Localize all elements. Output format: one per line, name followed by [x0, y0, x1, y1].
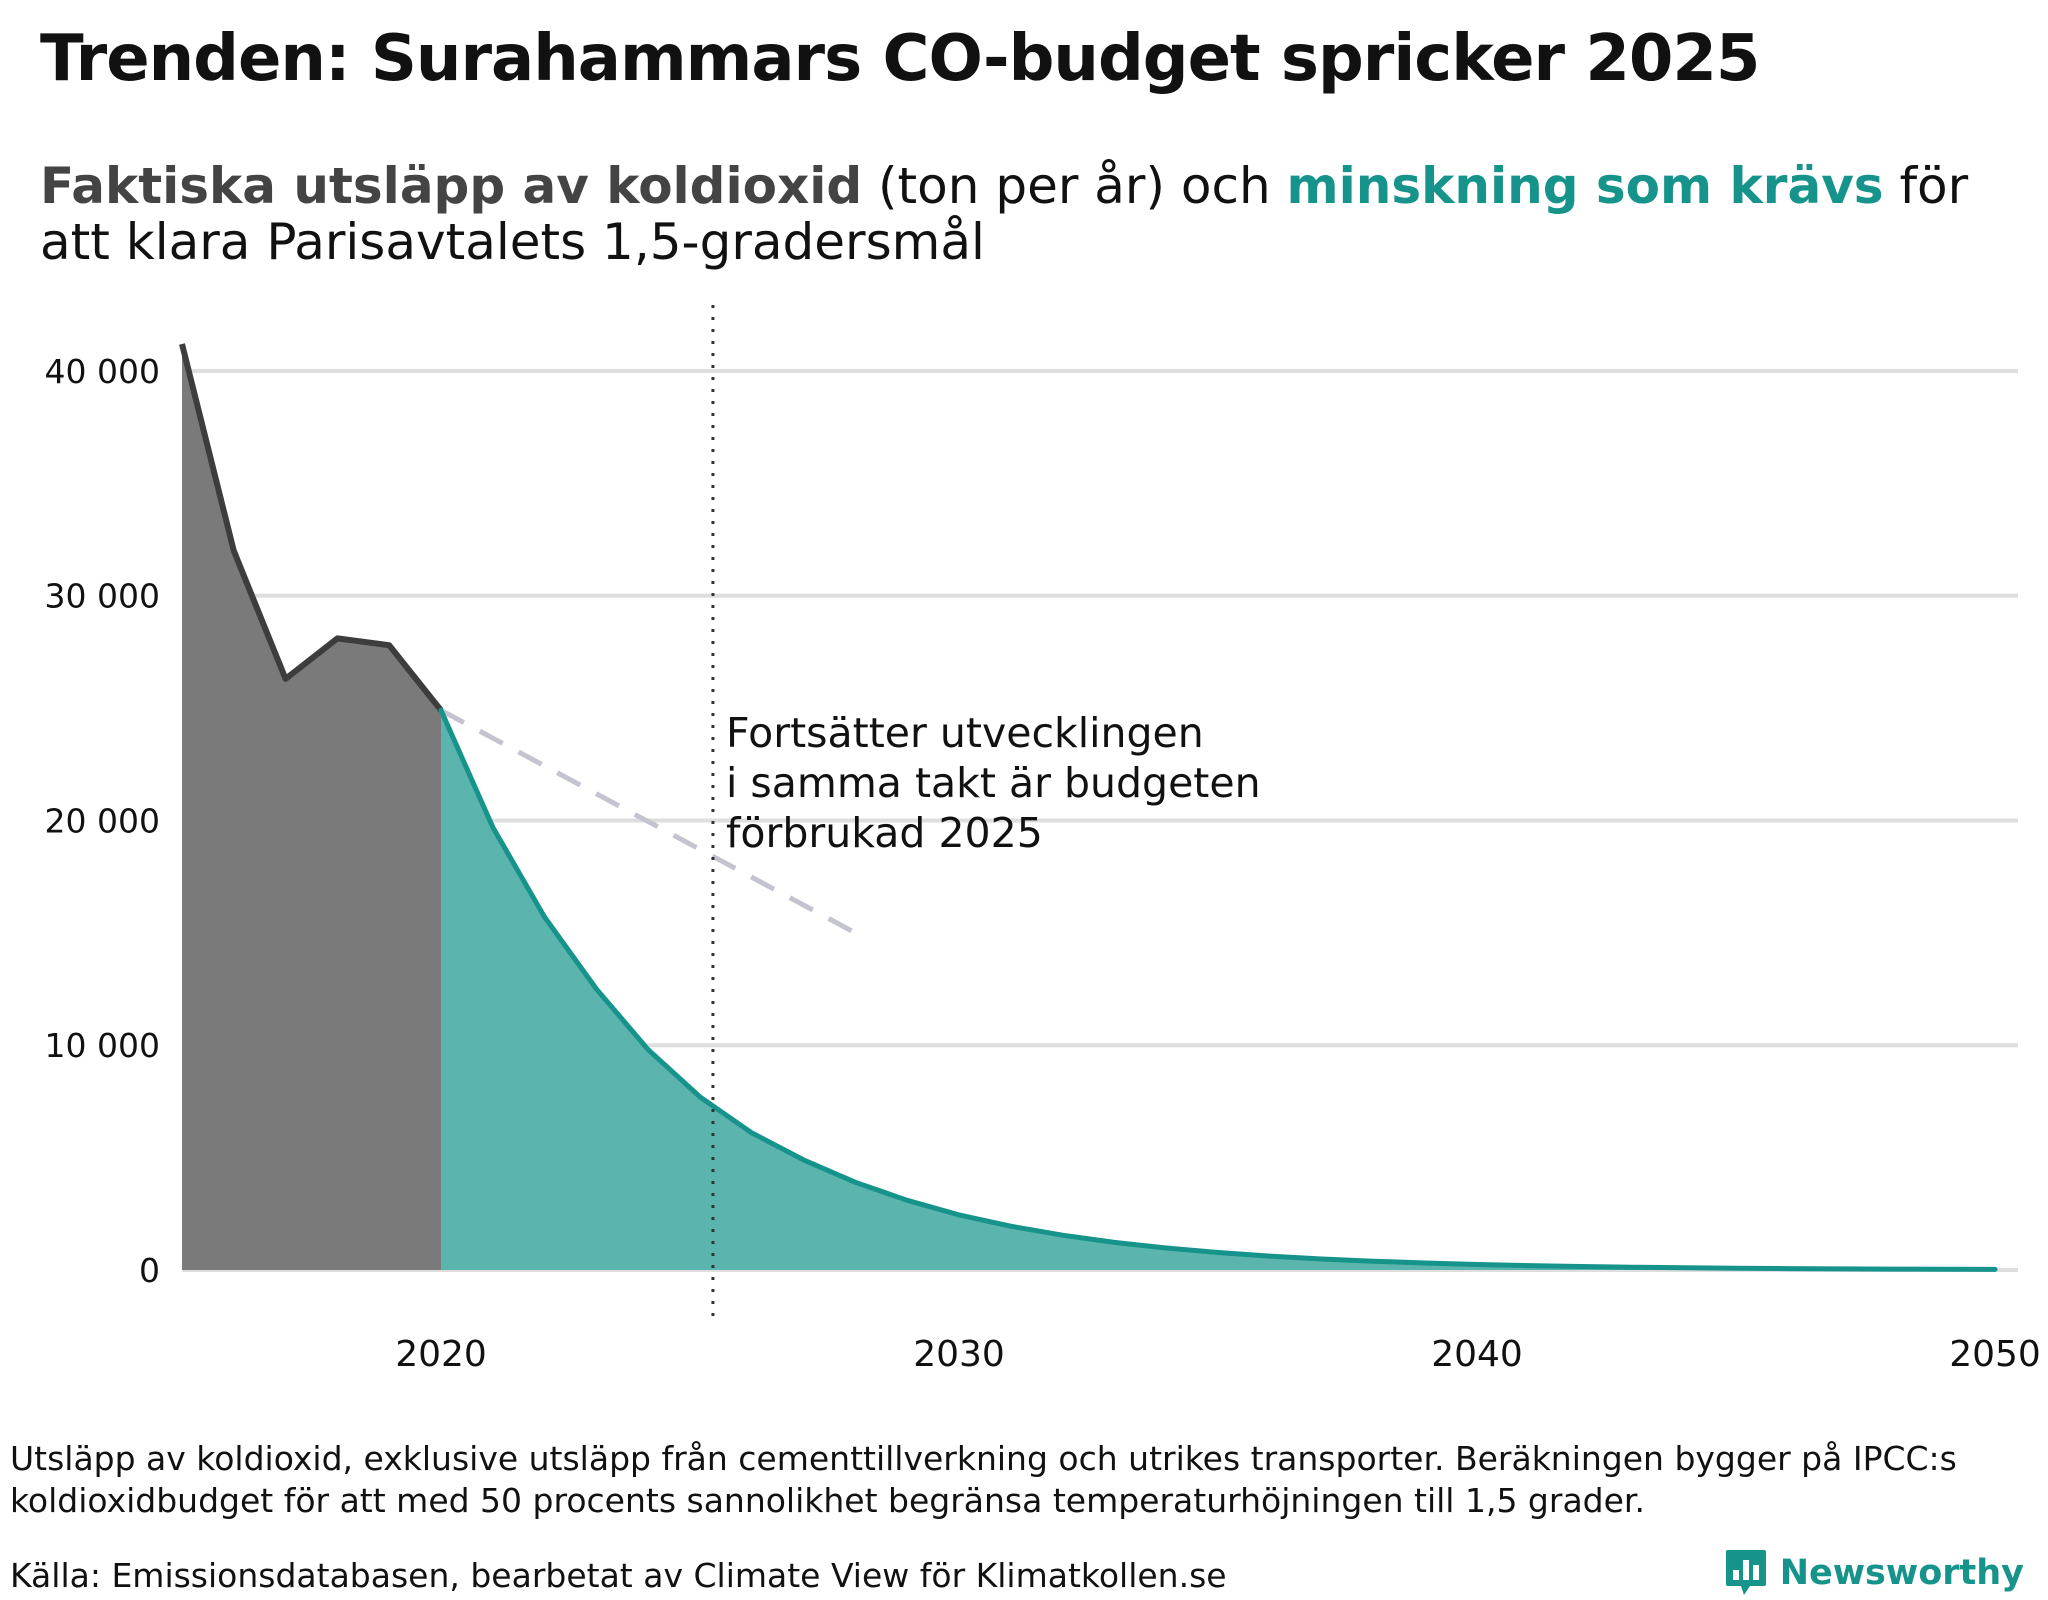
brand-name: Newsworthy	[1779, 1553, 2024, 1593]
x-tick-label: 2020	[395, 1334, 487, 1375]
subtitle-end-text: för att klara Parisavtalets 1,5-gradersm…	[40, 157, 1969, 271]
y-tick-label: 30 000	[45, 577, 160, 616]
trend-dashed-line	[439, 708, 857, 936]
line-series	[179, 343, 1998, 1272]
required-reduction-area	[441, 710, 1995, 1270]
subtitle-mid-text: (ton per år) och	[862, 157, 1287, 215]
footnote: Utsläpp av koldioxid, exklusive utsläpp …	[10, 1439, 1957, 1520]
area-series	[182, 344, 1995, 1270]
y-tick-label: 20 000	[45, 801, 160, 840]
newsworthy-logo: Newsworthy	[1724, 1548, 2024, 1598]
chart-subtitle: Faktiska utsläpp av koldioxid (ton per å…	[40, 158, 2030, 270]
actual-emissions-line	[179, 343, 444, 713]
annotation-line: Fortsätter utvecklingen	[726, 709, 1204, 757]
annotation-line: i samma takt är budgeten	[726, 759, 1261, 807]
emissions-chart: 0 10 000 20 000 30 000 40 000 2020 2030 2040 205…	[45, 305, 2041, 1375]
source-note: Källa: Emissionsdatabasen, bearbetat av …	[10, 1556, 1227, 1595]
annotation-line: förbrukad 2025	[726, 809, 1043, 857]
x-tick-label: 2050	[1949, 1334, 2041, 1375]
y-tick-label: 0	[139, 1251, 160, 1290]
y-tick-label: 40 000	[45, 352, 160, 391]
chart-title: Trenden: Surahammars CO-budget spricker …	[40, 22, 1760, 96]
required-reduction-line	[438, 707, 1998, 1272]
x-tick-label: 2040	[1431, 1334, 1523, 1375]
subtitle-required-legend: minskning som krävs	[1286, 157, 1884, 215]
axis-labels: 0 10 000 20 000 30 000 40 000 2020 2030 2040 205…	[45, 352, 2041, 1375]
actual-emissions-area	[182, 344, 441, 1270]
subtitle-actual-legend: Faktiska utsläpp av koldioxid	[40, 157, 863, 215]
x-tick-label: 2030	[913, 1334, 1005, 1375]
y-tick-label: 10 000	[45, 1026, 160, 1065]
bar-chart-bubble-icon	[1725, 1550, 1766, 1595]
